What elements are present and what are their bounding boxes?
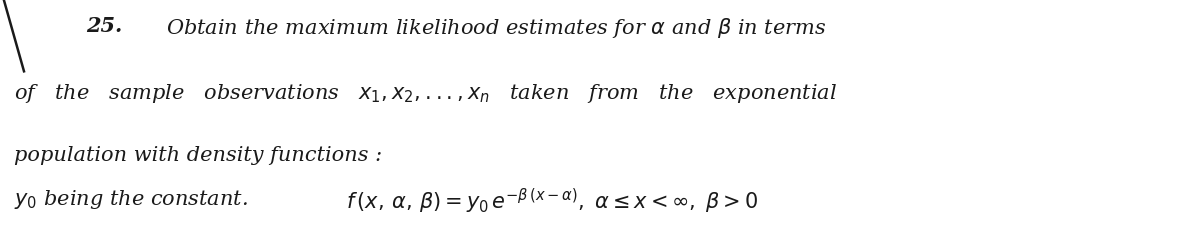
Text: Obtain the maximum likelihood estimates for $\alpha$ and $\beta$ in terms: Obtain the maximum likelihood estimates …: [166, 16, 826, 40]
Text: $y_0$ being the constant.: $y_0$ being the constant.: [14, 187, 248, 210]
Text: of   the   sample   observations   $x_1, x_2, ..., x_n$   taken   from   the   e: of the sample observations $x_1, x_2, ..…: [14, 82, 838, 105]
Text: 25.: 25.: [86, 16, 122, 36]
Text: population with density functions :: population with density functions :: [14, 145, 383, 164]
Text: $f\,(x,\, \alpha,\, \beta) = y_0\,e^{-\beta\,(x - \alpha)},\; \alpha \leq x < \i: $f\,(x,\, \alpha,\, \beta) = y_0\,e^{-\b…: [346, 186, 758, 215]
